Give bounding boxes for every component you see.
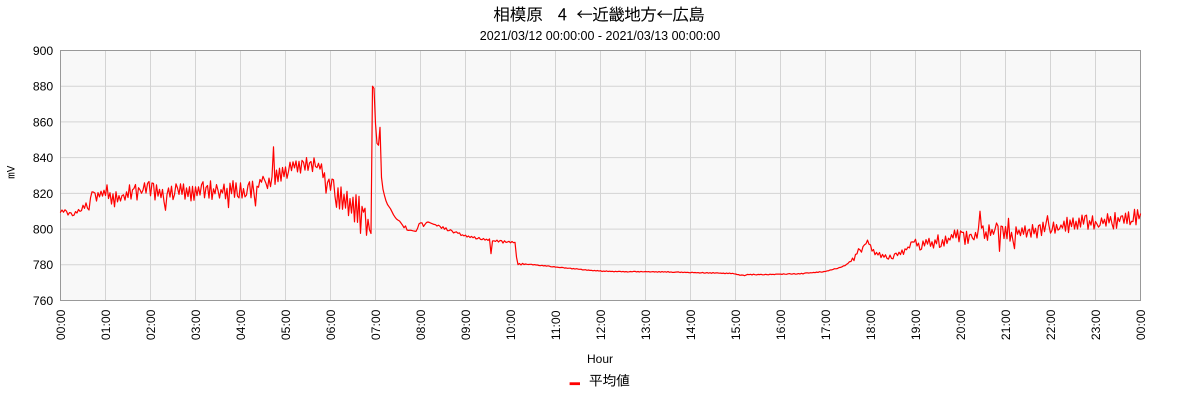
svg-text:03:00: 03:00 — [189, 309, 203, 340]
svg-text:00:00: 00:00 — [1134, 309, 1148, 340]
svg-text:23:00: 23:00 — [1089, 309, 1103, 340]
svg-text:Hour: Hour — [587, 352, 613, 366]
svg-text:08:00: 08:00 — [414, 309, 428, 340]
svg-text:11:00: 11:00 — [549, 310, 563, 340]
svg-text:22:00: 22:00 — [1044, 309, 1058, 340]
svg-text:860: 860 — [33, 115, 54, 129]
svg-text:800: 800 — [33, 223, 54, 237]
svg-text:13:00: 13:00 — [639, 309, 653, 340]
svg-text:05:00: 05:00 — [279, 309, 293, 340]
svg-text:12:00: 12:00 — [594, 309, 608, 340]
svg-text:17:00: 17:00 — [819, 309, 833, 340]
svg-text:18:00: 18:00 — [864, 309, 878, 340]
svg-text:04:00: 04:00 — [234, 309, 248, 340]
svg-text:760: 760 — [33, 294, 54, 308]
svg-text:02:00: 02:00 — [144, 309, 158, 340]
svg-text:840: 840 — [33, 151, 54, 165]
svg-text:14:00: 14:00 — [684, 309, 698, 340]
svg-text:15:00: 15:00 — [729, 309, 743, 340]
svg-text:780: 780 — [33, 258, 54, 272]
svg-text:mV: mV — [6, 165, 18, 179]
svg-text:880: 880 — [33, 80, 54, 94]
svg-text:20:00: 20:00 — [954, 309, 968, 340]
svg-text:16:00: 16:00 — [774, 309, 788, 340]
svg-text:900: 900 — [33, 44, 54, 58]
svg-text:06:00: 06:00 — [324, 309, 338, 340]
svg-text:07:00: 07:00 — [369, 309, 383, 340]
svg-text:10:00: 10:00 — [504, 309, 518, 340]
svg-text:09:00: 09:00 — [459, 309, 473, 340]
svg-text:820: 820 — [33, 187, 54, 201]
svg-text:00:00: 00:00 — [54, 309, 68, 340]
svg-text:19:00: 19:00 — [909, 309, 923, 340]
svg-text:2021/03/12 00:00:00 - 2021/03/: 2021/03/12 00:00:00 - 2021/03/13 00:00:0… — [480, 29, 721, 43]
svg-text:21:00: 21:00 — [999, 309, 1013, 340]
svg-text:01:00: 01:00 — [99, 309, 113, 340]
